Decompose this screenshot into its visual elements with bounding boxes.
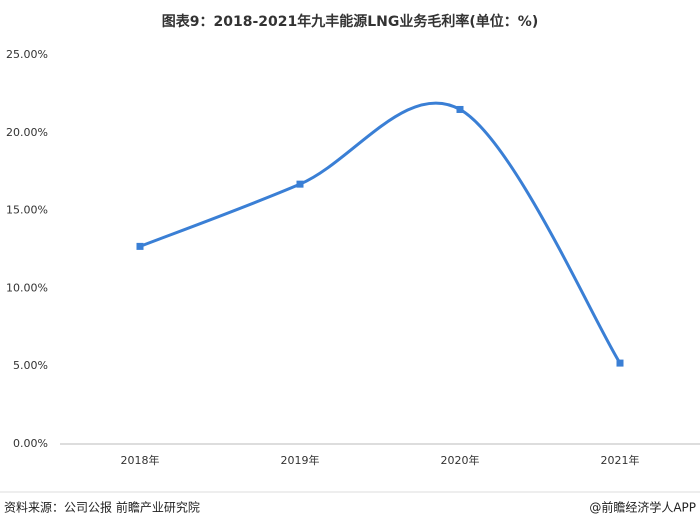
- marker: [296, 180, 304, 188]
- line: [139, 101, 622, 364]
- x-tick-label: 2019年: [281, 453, 320, 467]
- x-tick-label: 2020年: [441, 453, 480, 467]
- chart-title: 图表9：2018-2021年九丰能源LNG业务毛利率(单位：%): [162, 13, 538, 30]
- marker: [616, 359, 624, 367]
- y-tick-label: 25.00%: [6, 48, 48, 61]
- y-tick-label: 15.00%: [6, 204, 48, 217]
- y-tick-label: 5.00%: [13, 359, 48, 372]
- source: 资料来源：公司公报 前瞻产业研究院: [4, 500, 200, 515]
- x-tick-label: 2021年: [601, 453, 640, 467]
- y-tick-label: 10.00%: [6, 281, 48, 294]
- y-tick-label: 20.00%: [6, 126, 48, 139]
- marker: [136, 242, 144, 250]
- marker: [456, 105, 464, 113]
- x-tick-label: 2018年: [121, 453, 160, 467]
- y-tick-label: 0.00%: [13, 437, 48, 450]
- credit: @前瞻经济学人APP: [589, 500, 696, 515]
